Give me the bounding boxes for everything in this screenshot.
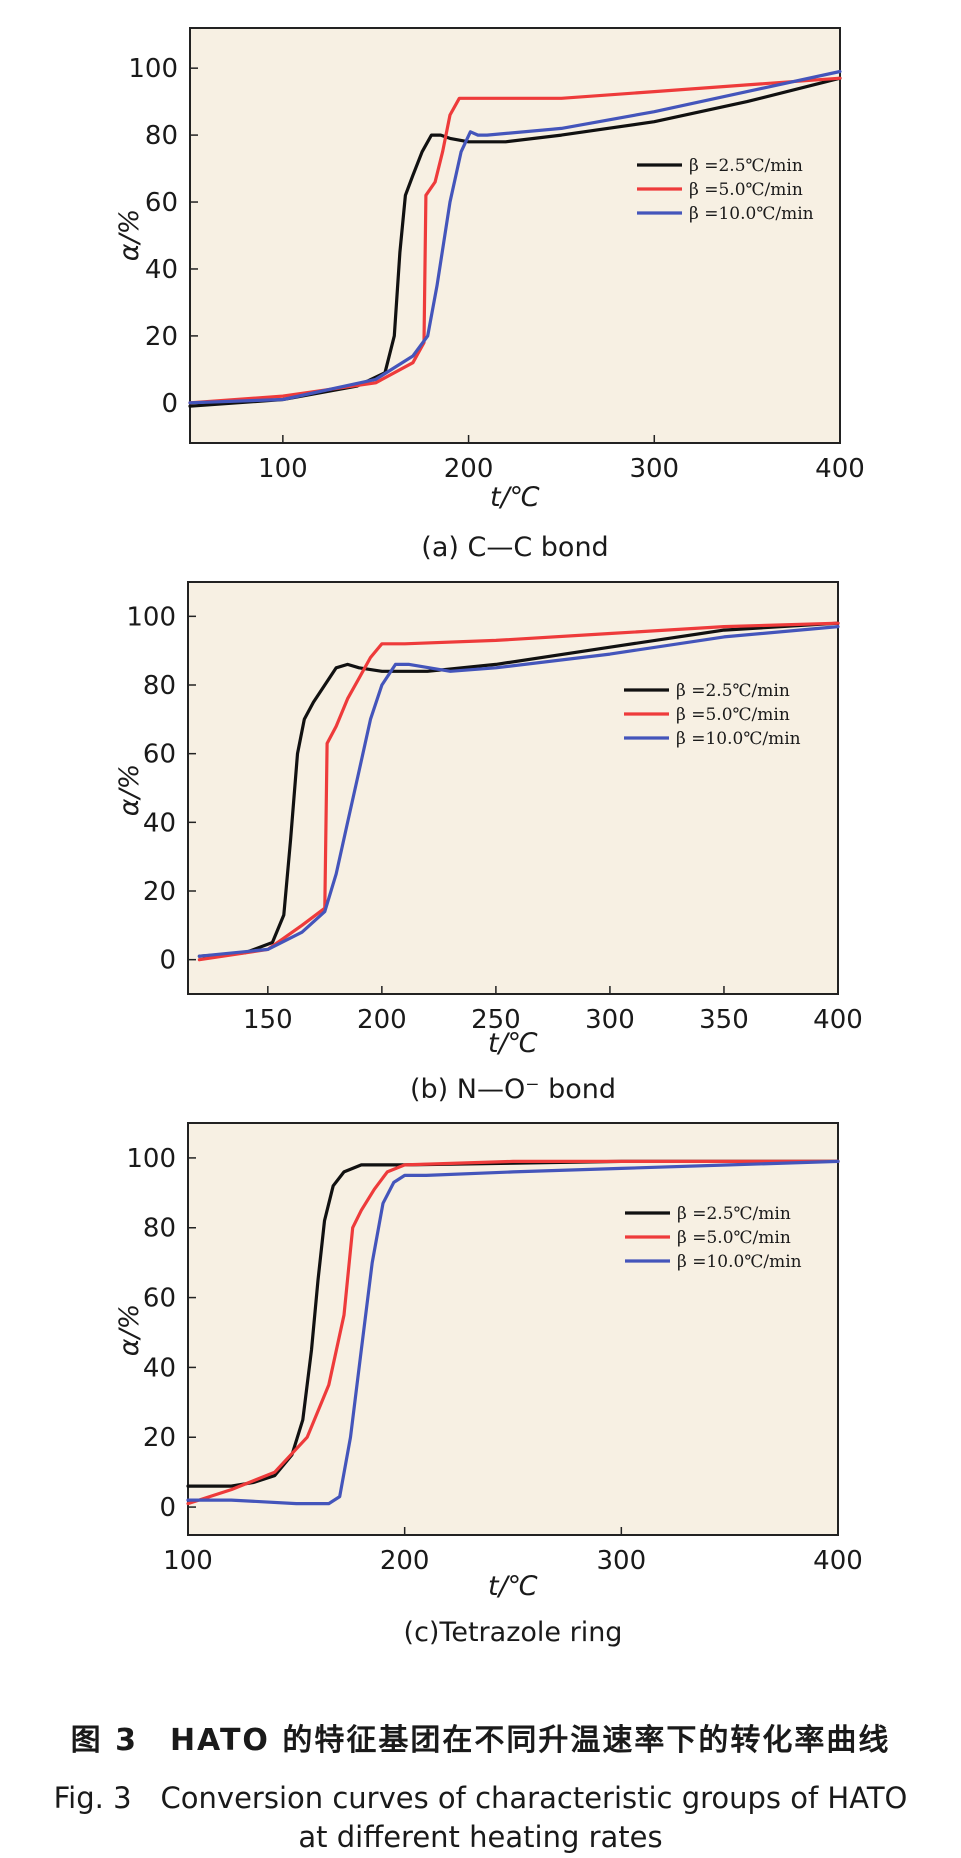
panel-subtitle: (a) C—C bond	[421, 532, 608, 563]
y-tick-label: 100	[128, 54, 178, 84]
legend-entry-blue: β =10.0℃/min	[677, 1252, 802, 1272]
y-tick-label: 60	[143, 740, 176, 770]
x-axis-label: t/℃	[488, 1571, 538, 1602]
x-tick-label: 400	[815, 454, 865, 484]
series-line-black	[197, 621, 840, 958]
x-axis-label: t/℃	[490, 482, 540, 513]
x-tick-label: 200	[380, 1546, 430, 1576]
x-tick-label: 150	[243, 1005, 293, 1035]
chart-panel-a: 100 200 300 400 0 20 40 60 80 100 t/℃ α/% β =2.5℃/mi…	[114, 27, 865, 563]
legend-entry-black: β =2.5℃/min	[677, 1204, 791, 1224]
x-tick-label: 200	[357, 1005, 407, 1035]
y-tick-label: 60	[145, 188, 178, 218]
y-tick-label: 20	[143, 877, 176, 907]
plot-area	[189, 27, 841, 444]
legend-entry-black: β =2.5℃/min	[676, 681, 790, 701]
x-tick-label: 250	[471, 1005, 521, 1035]
plot-area	[187, 1122, 839, 1536]
x-tick-label: 200	[444, 454, 494, 484]
x-tick-label: 300	[585, 1005, 635, 1035]
x-tick-label: 350	[699, 1005, 749, 1035]
y-tick-label: 0	[159, 1493, 176, 1523]
plot-area	[187, 581, 839, 995]
y-tick-label: 40	[143, 1353, 176, 1383]
y-axis-label: α/%	[114, 1304, 145, 1357]
x-axis-label: t/℃	[488, 1028, 538, 1059]
legend-entry-red: β =5.0℃/min	[677, 1228, 791, 1248]
y-tick-label: 100	[126, 1144, 176, 1174]
y-axis-label: α/%	[114, 764, 145, 817]
chart-panel-b: 150 200 250 300 350 400 0 20 40 60 80 100 t/℃ α/% β =2…	[114, 581, 863, 1105]
y-tick-label: 40	[145, 255, 178, 285]
series-line-black	[186, 1159, 840, 1488]
x-tick-label: 400	[813, 1005, 863, 1035]
legend-entry-black: β =2.5℃/min	[689, 156, 803, 176]
x-tick-label: 400	[813, 1546, 863, 1576]
figure-caption-english-line2: at different heating rates	[298, 1820, 663, 1854]
series-line-blue	[188, 69, 842, 405]
series-line-red	[197, 621, 840, 962]
series-line-red	[188, 76, 842, 405]
series-line-red	[186, 1159, 840, 1506]
y-tick-label: 80	[143, 671, 176, 701]
y-tick-label: 0	[161, 389, 178, 419]
chart-panel-c: 100 200 300 400 0 20 40 60 80 100 t/℃ α/% β =2.5℃/mi…	[114, 1122, 863, 1648]
panel-subtitle: (c)Tetrazole ring	[404, 1617, 623, 1648]
x-tick-label: 300	[629, 454, 679, 484]
y-tick-label: 80	[145, 121, 178, 151]
x-tick-label: 100	[258, 454, 308, 484]
y-tick-label: 100	[126, 602, 176, 632]
y-tick-label: 0	[159, 946, 176, 976]
series-line-blue	[186, 1159, 840, 1506]
x-tick-label: 300	[597, 1546, 647, 1576]
y-tick-label: 20	[143, 1423, 176, 1453]
y-tick-label: 20	[145, 322, 178, 352]
y-axis-label: α/%	[114, 209, 145, 262]
series-line-blue	[197, 624, 840, 958]
figure-caption-english-line1: Fig. 3 Conversion curves of characterist…	[53, 1781, 908, 1815]
panel-subtitle: (b) N—O⁻ bond	[410, 1074, 616, 1105]
figure-caption-chinese: 图 3 HATO 的特征基团在不同升温速率下的转化率曲线	[70, 1723, 891, 1758]
y-tick-label: 80	[143, 1214, 176, 1244]
x-tick-label: 100	[163, 1546, 213, 1576]
y-tick-label: 40	[143, 808, 176, 838]
y-tick-label: 60	[143, 1284, 176, 1314]
legend-entry-red: β =5.0℃/min	[689, 180, 803, 200]
legend-entry-red: β =5.0℃/min	[676, 705, 790, 725]
legend-entry-blue: β =10.0℃/min	[689, 204, 814, 224]
legend-entry-blue: β =10.0℃/min	[676, 729, 801, 749]
